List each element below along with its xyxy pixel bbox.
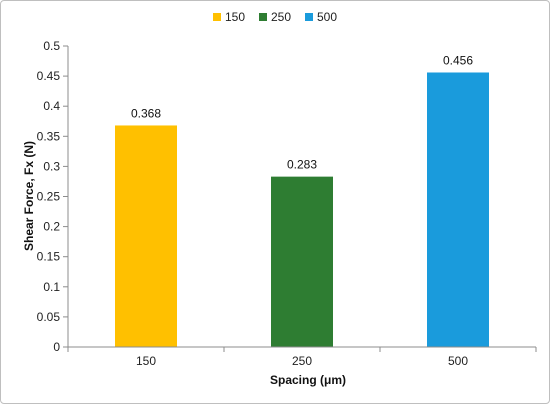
legend-label: 250 [271, 10, 291, 24]
y-tick-label: 0.1 [43, 280, 60, 294]
y-axis: 0 0.05 0.1 0.15 0.2 0.25 0.3 0.35 0.4 0.45 0.5 [37, 39, 69, 354]
x-axis-title: Spacing (μm) [270, 373, 346, 387]
y-tick-label: 0.2 [43, 220, 60, 234]
legend-swatch [259, 13, 267, 21]
legend: 150 250 500 [213, 10, 337, 24]
y-tick-label: 0.05 [37, 310, 61, 324]
x-tick-label: 150 [136, 354, 156, 368]
y-axis-title: Shear Force, Fx (N) [22, 141, 36, 251]
legend-swatch [213, 13, 221, 21]
data-label: 0.456 [443, 53, 473, 67]
data-label: 0.368 [131, 106, 161, 120]
y-tick-label: 0 [53, 340, 60, 354]
y-tick-label: 0.35 [37, 129, 61, 143]
y-tick-label: 0.4 [43, 99, 60, 113]
y-tick-label: 0.3 [43, 159, 60, 173]
x-tick-label: 500 [448, 354, 468, 368]
bars: 0.368 0.283 0.456 [115, 53, 489, 348]
legend-swatch [305, 13, 313, 21]
bar [115, 125, 177, 348]
y-tick-label: 0.15 [37, 250, 61, 264]
x-axis: 150 250 500 [67, 346, 537, 368]
bar [427, 72, 489, 347]
legend-label: 150 [225, 10, 245, 24]
legend-label: 500 [317, 10, 337, 24]
y-tick-label: 0.25 [37, 190, 61, 204]
bar [271, 176, 333, 347]
data-label: 0.283 [287, 158, 317, 172]
y-tick-label: 0.45 [37, 69, 61, 83]
x-tick-label: 250 [292, 354, 312, 368]
y-tick-label: 0.5 [43, 39, 60, 53]
